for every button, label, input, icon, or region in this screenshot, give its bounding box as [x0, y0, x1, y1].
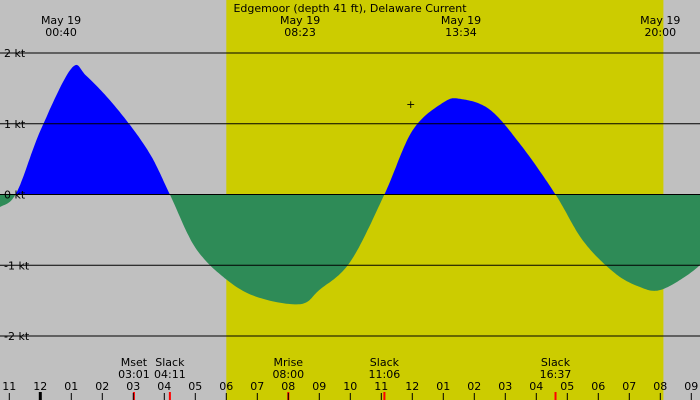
max-marker: + — [406, 98, 415, 111]
hour-label: 06 — [219, 380, 233, 393]
hour-label: 12 — [405, 380, 419, 393]
hour-label: 04 — [157, 380, 171, 393]
top-time-label: 20:00 — [644, 26, 676, 39]
top-time-label: 08:23 — [284, 26, 316, 39]
event-label: Slack — [155, 356, 185, 369]
hour-label: 11 — [2, 380, 16, 393]
ebb-area — [0, 194, 700, 305]
hour-label: 09 — [312, 380, 326, 393]
y-tick-label: -2 kt — [4, 330, 30, 343]
hour-axis: 11 12 01 02 03 04 05 06 07 08 09 10 11 12 01 02 03 04 05 06… — [2, 380, 698, 400]
top-date-label: May 19 — [441, 14, 481, 27]
hour-label: 08 — [653, 380, 667, 393]
hour-label: 12 — [33, 380, 47, 393]
hour-label: 10 — [343, 380, 357, 393]
event-labels: Mset03:01Slack04:11Mrise08:00Slack11:06S… — [118, 356, 571, 400]
hour-label: 11 — [374, 380, 388, 393]
top-date-label: May 19 — [41, 14, 81, 27]
hour-label: 07 — [250, 380, 264, 393]
event-label: Mset — [121, 356, 148, 369]
hour-label: 01 — [64, 380, 78, 393]
hour-label: 02 — [467, 380, 481, 393]
event-label: Slack — [370, 356, 400, 369]
hour-label: 05 — [188, 380, 202, 393]
top-date-label: May 19 — [640, 14, 680, 27]
event-time: 04:11 — [154, 368, 186, 381]
event-time: 16:37 — [540, 368, 572, 381]
hour-label: 07 — [622, 380, 636, 393]
top-date-label: May 19 — [280, 14, 320, 27]
event-tick — [554, 392, 557, 400]
chart-title: Edgemoor (depth 41 ft), Delaware Current — [233, 2, 467, 15]
y-axis-labels: 2 kt 1 kt 0 kt -1 kt -2 kt — [4, 47, 30, 343]
event-tick — [168, 392, 171, 400]
hour-label: 03 — [498, 380, 512, 393]
top-time-label: 13:34 — [445, 26, 477, 39]
event-label: Mrise — [274, 356, 304, 369]
hour-label: 02 — [95, 380, 109, 393]
y-tick-label: 1 kt — [4, 118, 26, 131]
hour-label: 01 — [436, 380, 450, 393]
hour-label: 08 — [281, 380, 295, 393]
flood-area — [0, 64, 700, 195]
hour-label: 05 — [560, 380, 574, 393]
hour-label: 03 — [126, 380, 140, 393]
top-time-label: 00:40 — [45, 26, 77, 39]
event-tick — [132, 392, 135, 400]
midnight-tick — [38, 392, 42, 400]
event-time: 11:06 — [369, 368, 401, 381]
y-tick-label: -1 kt — [4, 259, 30, 272]
y-tick-label: 2 kt — [4, 47, 26, 60]
event-label: Slack — [541, 356, 571, 369]
y-tick-label: 0 kt — [4, 189, 26, 202]
event-time: 08:00 — [272, 368, 304, 381]
event-time: 03:01 — [118, 368, 150, 381]
event-tick — [383, 392, 386, 400]
gridlines — [0, 52, 700, 337]
hour-label: 09 — [684, 380, 698, 393]
hour-label: 04 — [529, 380, 543, 393]
hour-label: 06 — [591, 380, 605, 393]
current-areas — [0, 64, 700, 305]
